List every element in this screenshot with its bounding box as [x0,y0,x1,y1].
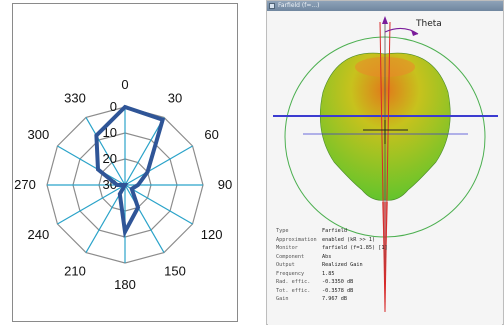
farfield-pattern-3d[interactable] [268,12,502,325]
radar-spoke [85,117,126,186]
radar-series-point [123,230,127,234]
radar-spoke [57,184,126,225]
radar-series-point [136,206,140,210]
info-key: Output [276,262,295,268]
window-title: Farfield (f=...) [278,2,320,9]
radar-series-point [123,105,127,109]
radar-series-point [94,133,98,137]
angle-tick-label: 30 [168,90,182,105]
angle-tick-label: 180 [114,277,136,292]
angle-tick-label: 270 [14,177,36,192]
info-row: Approximation enabled (kR >> 1) [276,236,426,245]
info-value: enabled (kR >> 1) [322,236,376,243]
info-value: -0.3578 dB [322,287,354,294]
info-row: Rad. effic. -0.3350 dB [276,278,426,287]
info-value: 1.85 [322,270,335,277]
angle-tick-label: 150 [164,264,186,279]
beam-line-right [384,21,391,313]
radar-series-point [146,170,150,174]
result-info-table: Type Farfield Approximation enabled (kR >> … [276,227,426,304]
info-value: Farfield [322,228,347,234]
angle-tick-label: 120 [201,227,223,242]
info-key: Tot. effic. [276,287,311,294]
radial-tick-label: 20 [103,151,117,166]
radar-spoke [124,184,165,253]
radar-chart-panel: 0 30 60 90 120 150 180 210 240 270 300 330 0 10 20 30 [12,3,238,322]
radial-tick-label: 0 [110,99,117,114]
info-value: farfield (f=1.85) [1] [322,245,388,251]
info-value: Abs [322,253,332,260]
info-key: Gain [276,296,289,302]
angle-tick-label: 330 [64,90,86,105]
radar-series-point [161,118,165,122]
info-key: Frequency [276,270,305,277]
info-key: Type [276,228,289,234]
radar-spoke [124,117,165,186]
angle-tick-label: 90 [218,177,232,192]
info-row: Component Abs [276,253,426,262]
radar-series-point [96,167,100,171]
farfield-viewer-window: Farfield (f=...) [266,0,504,325]
info-key: Rad. effic. [276,279,311,285]
info-value: 7.967 dB [322,296,347,302]
angle-tick-label: 300 [28,127,50,142]
lower-lobe [382,202,388,287]
theta-axis-label: Theta [416,19,442,29]
radar-series-point [115,183,119,187]
window-titlebar[interactable]: Farfield (f=...) [267,1,503,11]
info-row: Tot. effic. -0.3578 dB [276,287,426,296]
theta-arrow-icon [384,27,419,35]
beam-line-left [379,21,386,313]
angle-tick-label: 210 [64,264,86,279]
3d-viewport[interactable]: Theta Type Farfield Approximation enabled (… [268,12,502,325]
angle-tick-label: 240 [28,227,50,242]
info-row: Output Realized Gain [276,261,426,270]
z-arrowhead-icon [382,16,388,24]
theta-arrowhead-icon [411,30,418,36]
info-row: Type Farfield [276,227,426,236]
radial-tick-label: 10 [103,125,117,140]
radar-spoke [124,184,193,225]
radar-series-point [123,183,127,187]
angle-tick-label: 60 [204,127,218,142]
radar-series-point [136,183,140,187]
info-key: Approximation [276,236,317,243]
radar-spoke [124,145,193,186]
info-row: Gain 7.967 dB [276,295,426,304]
app-icon [269,3,275,9]
angle-tick-label: 0 [121,77,128,92]
info-value: Realized Gain [322,262,363,268]
info-key: Component [276,253,305,260]
info-value: -0.3350 dB [322,279,354,285]
info-row: Monitor farfield (f=1.85) [1] [276,244,426,253]
radar-series-point [130,187,134,191]
radar-series-point [118,192,122,196]
info-key: Monitor [276,245,298,251]
info-row: Frequency 1.85 [276,270,426,279]
radar-spoke [57,145,126,186]
